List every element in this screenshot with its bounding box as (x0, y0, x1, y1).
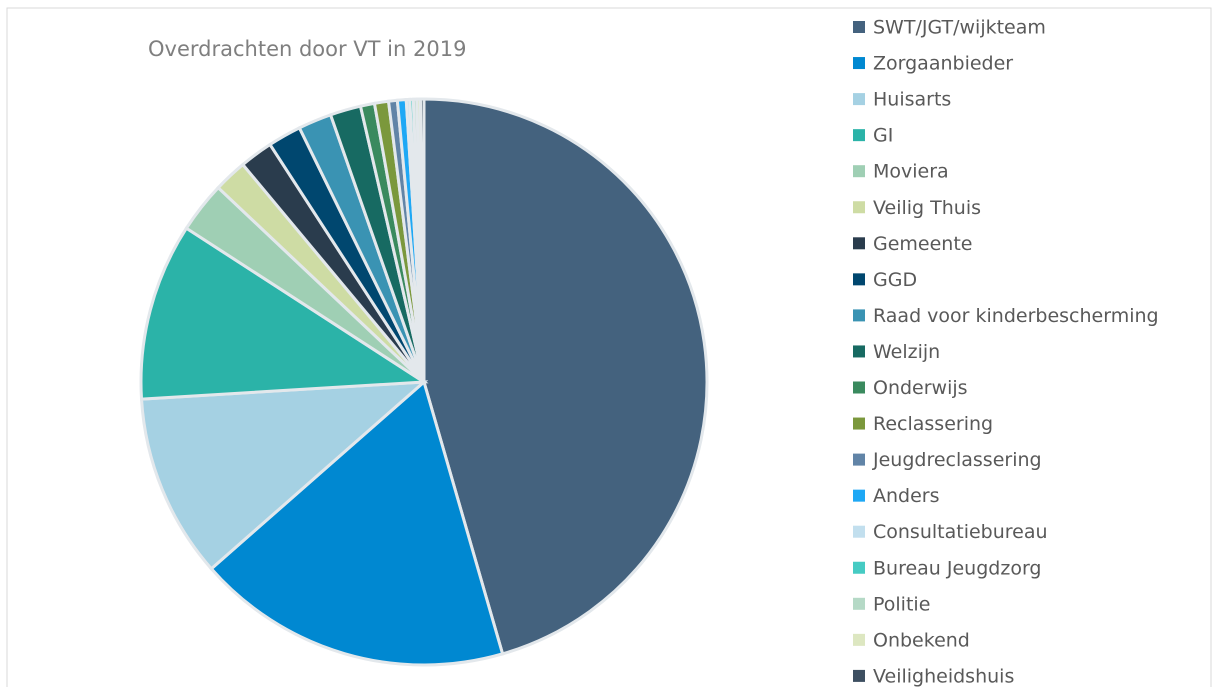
legend-label: GI (873, 125, 893, 147)
legend-label: Bureau Jeugdzorg (873, 557, 1041, 579)
legend-swatch (853, 21, 865, 33)
legend-label: Gemeente (873, 233, 972, 255)
legend-label: Huisarts (873, 89, 951, 111)
chart-title: Overdrachten door VT in 2019 (148, 37, 466, 61)
legend-swatch (853, 417, 865, 430)
legend-swatch (853, 93, 865, 106)
legend-label: Veilig Thuis (873, 197, 981, 219)
legend-label: GGD (873, 269, 917, 291)
pie-slice (209, 379, 505, 667)
legend-swatch (853, 561, 865, 574)
legend-swatch (853, 309, 865, 322)
pie-slice (139, 226, 429, 401)
legend-label: Moviera (873, 161, 949, 183)
legend-label: Reclassering (873, 413, 993, 435)
legend-label: Zorgaanbieder (873, 53, 1013, 75)
legend-swatch (853, 453, 865, 466)
legend-label: Anders (873, 485, 940, 507)
legend-label: Jeugdreclassering (872, 449, 1042, 471)
legend-swatch (853, 381, 865, 394)
legend-swatch (853, 597, 865, 610)
legend-swatch (853, 489, 865, 502)
legend-label: Veiligheidshuis (873, 665, 1014, 687)
legend-swatch (853, 165, 865, 178)
legend-swatch (853, 129, 865, 142)
legend-swatch (853, 669, 865, 682)
pie-slice (139, 380, 429, 571)
legend-swatch (853, 633, 865, 646)
legend-label: Onderwijs (873, 377, 968, 399)
legend-swatch (853, 201, 865, 214)
legend-swatch (853, 57, 865, 70)
legend-swatch (853, 345, 865, 358)
pie-slice (418, 97, 426, 383)
legend-swatch (853, 273, 865, 286)
legend-swatch (853, 525, 865, 538)
legend-label: Politie (873, 593, 930, 615)
legend-swatch (853, 237, 865, 250)
legend-label: Welzijn (873, 341, 940, 363)
pie-slice (422, 97, 709, 656)
legend-label: SWT/JGT/wijkteam (873, 17, 1046, 39)
legend-label: Raad voor kinderbescherming (873, 305, 1159, 327)
legend-label: Onbekend (873, 629, 970, 651)
legend-label: Consultatiebureau (873, 521, 1048, 543)
